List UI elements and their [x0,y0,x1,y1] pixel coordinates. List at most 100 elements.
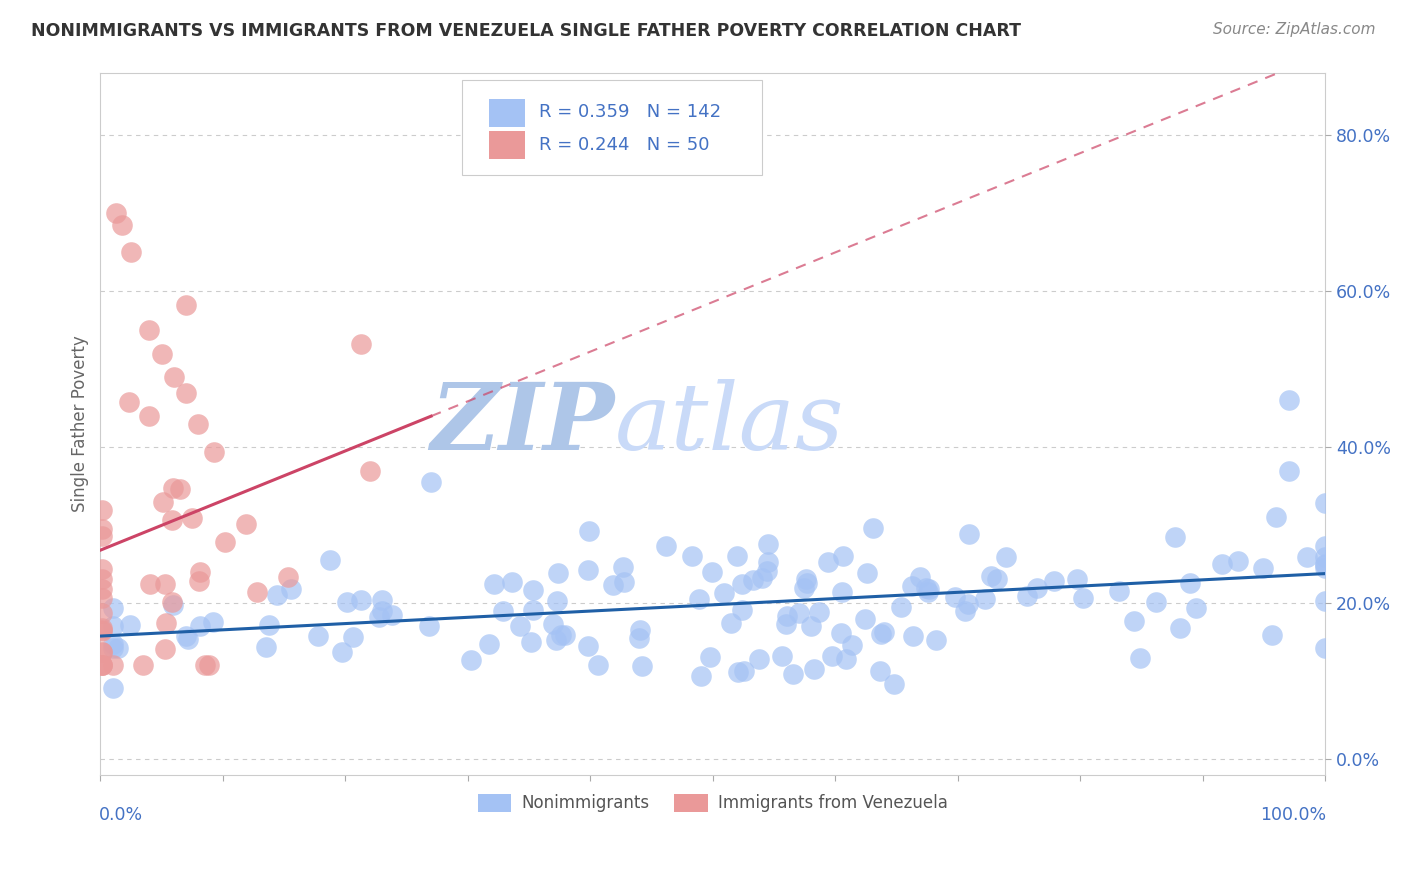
Point [807,605,830,619]
Point [713,585,735,599]
Point [793,582,815,596]
Text: ZIP: ZIP [430,379,614,469]
Point [831,585,853,599]
Point [690,669,713,683]
Point [319,553,342,567]
Point [138,409,160,423]
Point [180,511,202,525]
Point [820,649,842,664]
Point [943,590,966,604]
Point [101,641,124,656]
Point [1168,621,1191,635]
Point [152,495,174,509]
Point [91,582,114,596]
Y-axis label: Single Father Poverty: Single Father Poverty [72,335,89,512]
Point [1144,595,1167,609]
Point [541,616,564,631]
Point [105,206,128,220]
Point [460,653,482,667]
Point [235,517,257,532]
Point [554,627,576,641]
Point [1315,594,1337,608]
Point [901,579,924,593]
Point [602,578,624,592]
Point [546,633,568,648]
Point [522,583,544,598]
Point [1073,591,1095,606]
Point [90,606,112,620]
Point [169,482,191,496]
Point [803,662,825,676]
Point [890,599,912,614]
Point [118,395,141,409]
Point [509,619,531,633]
Point [131,658,153,673]
Point [90,658,112,673]
Point [478,637,501,651]
Point [90,624,112,639]
Point [1227,554,1250,568]
Point [190,618,212,632]
Point [204,445,226,459]
Point [103,658,125,673]
Point [160,595,183,609]
Point [681,549,703,564]
Point [1277,393,1299,408]
Point [1042,574,1064,588]
Point [817,555,839,569]
Point [162,481,184,495]
FancyBboxPatch shape [489,99,526,127]
Point [371,593,394,607]
Text: 0.0%: 0.0% [100,806,143,824]
Point [1178,575,1201,590]
Point [1017,589,1039,603]
Point [254,640,277,654]
Point [862,521,884,535]
Point [955,604,977,618]
Point [107,641,129,656]
Point [796,575,818,590]
Point [588,657,610,672]
Point [90,572,112,586]
Point [1265,510,1288,524]
Point [841,639,863,653]
Point [520,635,543,649]
Point [90,503,112,517]
Point [201,615,224,629]
Point [350,592,373,607]
Point [1026,582,1049,596]
Point [794,572,817,586]
Point [332,645,354,659]
Point [194,658,217,673]
Point [742,573,765,587]
Point [727,665,749,680]
Point [418,618,440,632]
Point [1295,550,1317,565]
Point [420,475,443,490]
Point [160,513,183,527]
Text: R = 0.244   N = 50: R = 0.244 N = 50 [538,136,710,153]
Point [350,336,373,351]
Point [1261,628,1284,642]
Point [576,640,599,654]
Point [90,624,112,638]
Point [120,618,142,632]
Point [720,615,742,630]
Point [90,645,112,659]
Point [612,560,634,574]
Point [482,577,505,591]
Point [368,610,391,624]
Point [725,549,748,564]
Point [1185,600,1208,615]
Point [1315,539,1337,553]
Point [214,535,236,549]
Point [550,627,572,641]
Point [628,623,651,637]
Point [90,591,112,605]
Point [613,574,636,589]
Point [1066,572,1088,586]
Point [90,562,112,576]
Point [908,569,931,583]
Point [800,618,823,632]
Point [917,585,939,599]
